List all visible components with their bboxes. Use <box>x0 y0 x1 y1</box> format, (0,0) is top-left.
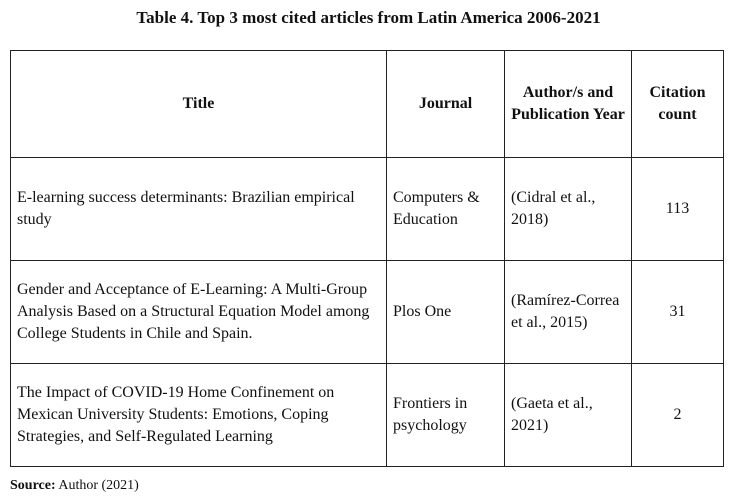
cell-journal: Plos One <box>386 260 505 364</box>
cell-journal: Frontiers in psychology <box>386 363 505 467</box>
cell-citations: 113 <box>631 157 724 261</box>
cell-citations: 31 <box>631 260 724 364</box>
cell-author: (Cidral et al., 2018) <box>504 157 632 261</box>
header-row: Title Journal Author/s and Publication Y… <box>10 50 724 158</box>
table-row: The Impact of COVID-19 Home Confinement … <box>10 363 724 467</box>
citations-table: Title Journal Author/s and Publication Y… <box>10 50 724 467</box>
header-journal: Journal <box>386 50 505 158</box>
table-row: E-learning success determinants: Brazili… <box>10 157 724 261</box>
header-title: Title <box>10 50 387 158</box>
cell-author: (Ramírez-Correa et al., 2015) <box>504 260 632 364</box>
cell-citations: 2 <box>631 363 724 467</box>
cell-journal: Computers & Education <box>386 157 505 261</box>
source-note: Source: Author (2021) <box>10 478 139 494</box>
cell-title: Gender and Acceptance of E-Learning: A M… <box>10 260 387 364</box>
table-caption: Table 4. Top 3 most cited articles from … <box>136 8 601 27</box>
cell-author: (Gaeta et al., 2021) <box>504 363 632 467</box>
cell-title: E-learning success determinants: Brazili… <box>10 157 387 261</box>
header-author: Author/s and Publication Year <box>504 50 632 158</box>
source-text: Author (2021) <box>55 478 139 493</box>
cell-title: The Impact of COVID-19 Home Confinement … <box>10 363 387 467</box>
source-label: Source: <box>10 478 56 493</box>
table-row: Gender and Acceptance of E-Learning: A M… <box>10 260 724 364</box>
header-citations: Citation count <box>631 50 724 158</box>
